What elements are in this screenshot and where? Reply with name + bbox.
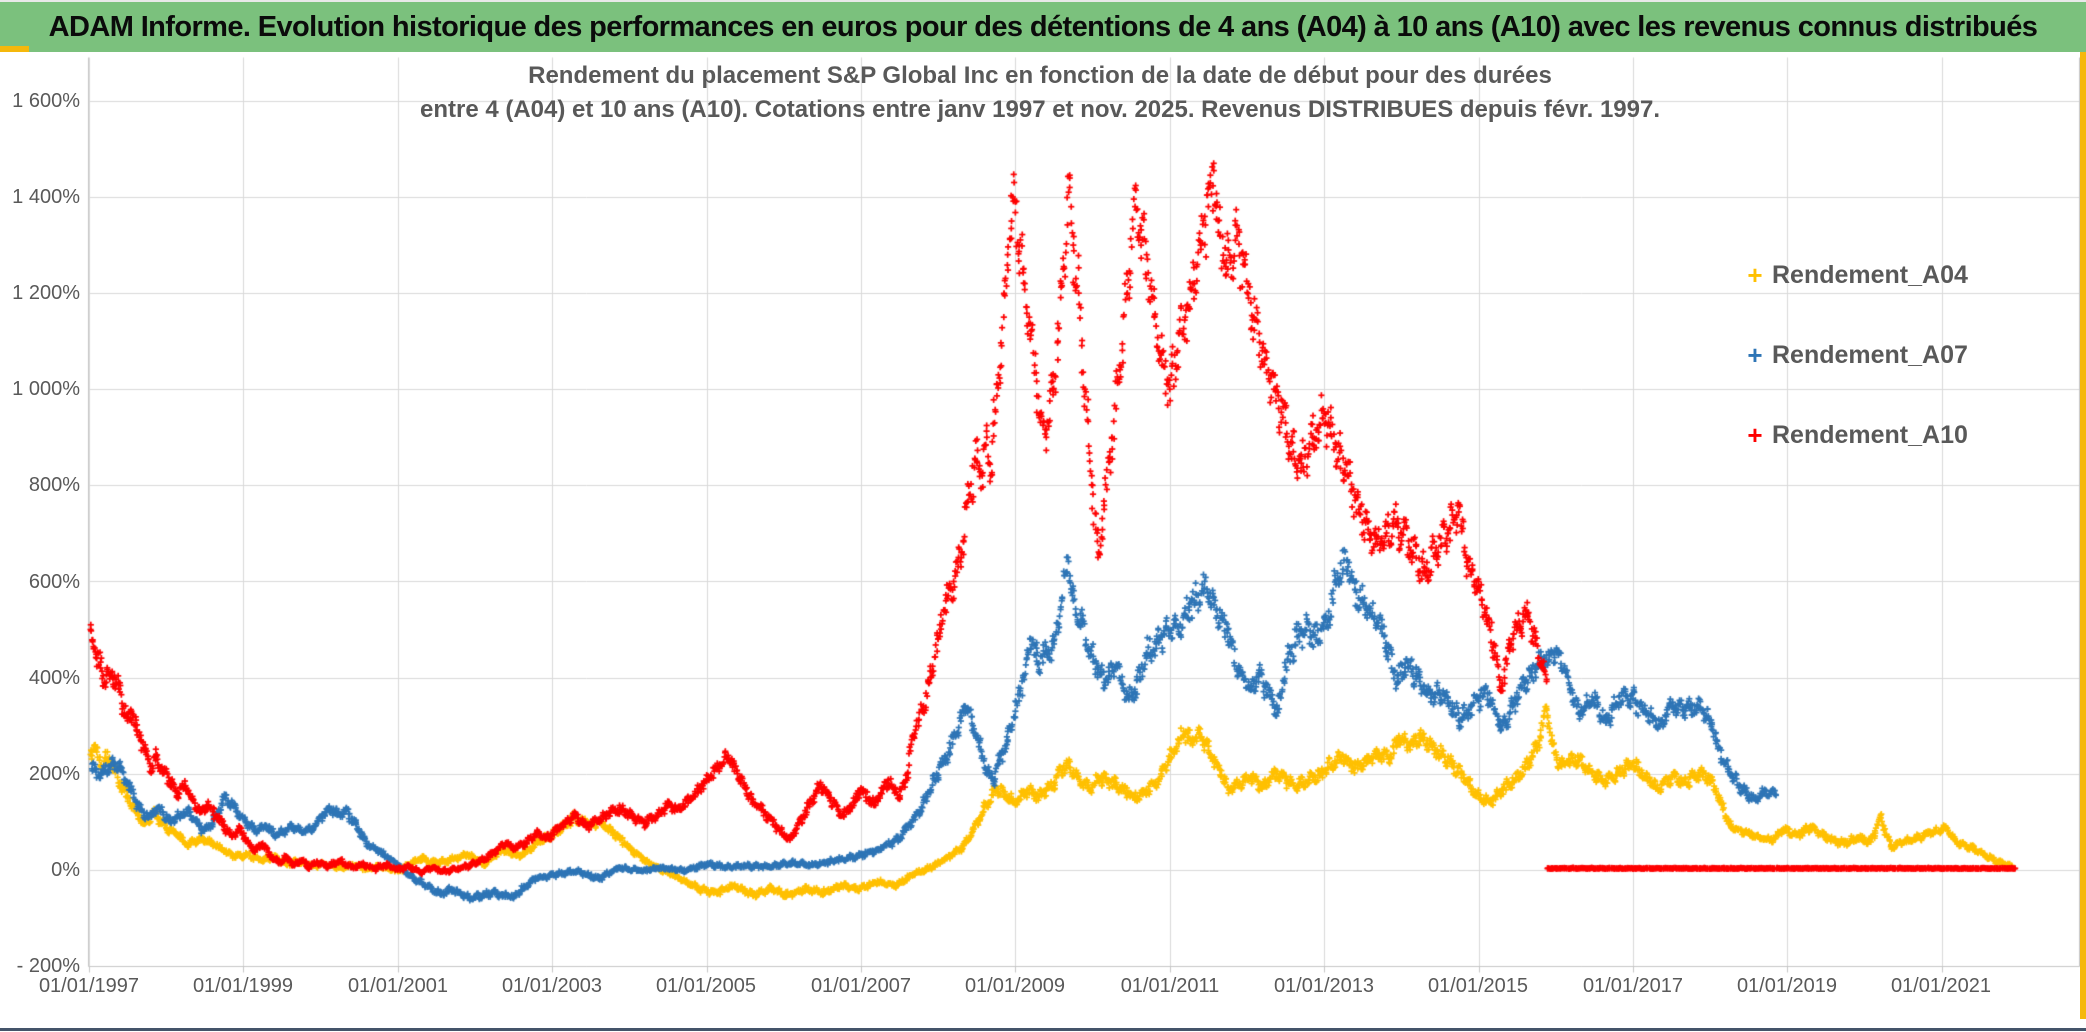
y-axis-tick-label: 1 000% xyxy=(12,378,80,400)
legend-item-rendement-a10[interactable]: + Rendement_A10 xyxy=(1742,418,1968,452)
x-axis-tick-label: 01/01/2017 xyxy=(1582,975,1684,997)
chart-title-line-1: Rendement du placement S&P Global Inc en… xyxy=(528,62,1552,89)
chart-legend: + Rendement_A04 + Rendement_A07 + Rendem… xyxy=(1742,258,1968,498)
x-axis-tick-label: 01/01/2001 xyxy=(347,975,449,997)
banner-title: ADAM Informe. Evolution historique des p… xyxy=(48,10,2038,43)
selection-accent-top-left xyxy=(0,46,29,54)
x-axis-tick-label: 01/01/2011 xyxy=(1120,975,1220,997)
x-axis-tick-label: 01/01/2015 xyxy=(1427,975,1529,997)
y-axis-tick-label: - 200% xyxy=(16,955,80,977)
x-axis-tick-label: 01/01/2021 xyxy=(1890,975,1992,997)
x-axis-tick-label: 01/01/1999 xyxy=(192,975,294,997)
chart-object[interactable]: Rendement du placement S&P Global Inc en… xyxy=(0,52,2080,1020)
y-axis-tick-label: 0% xyxy=(51,859,80,881)
y-axis-tick-label: 1 200% xyxy=(12,282,80,304)
plus-marker-icon: + xyxy=(1747,340,1763,370)
legend-item-rendement-a04[interactable]: + Rendement_A04 xyxy=(1742,258,1968,292)
plus-marker-icon: + xyxy=(1747,420,1763,450)
x-axis-tick-label: 01/01/2013 xyxy=(1273,975,1375,997)
scatter-plot-canvas xyxy=(0,52,2080,1019)
legend-item-rendement-a07[interactable]: + Rendement_A07 xyxy=(1742,338,1968,372)
x-axis-tick-label: 01/01/2005 xyxy=(655,975,757,997)
bottom-bar xyxy=(0,1028,2086,1031)
top-edge-divider xyxy=(0,0,2086,2)
y-axis-tick-label: 600% xyxy=(28,571,80,593)
y-axis-tick-label: 800% xyxy=(28,474,80,496)
legend-label: Rendement_A10 xyxy=(1772,420,1968,449)
x-axis-tick-label: 01/01/2009 xyxy=(964,975,1066,997)
legend-label: Rendement_A07 xyxy=(1772,340,1968,369)
x-axis-tick-label: 01/01/2003 xyxy=(501,975,603,997)
y-axis-tick-label: 1 600% xyxy=(12,90,80,112)
y-axis-tick-label: 200% xyxy=(28,763,80,785)
x-axis-tick-label: 01/01/2007 xyxy=(810,975,912,997)
y-axis-tick-label: 400% xyxy=(28,667,80,689)
chart-title-line-2: entre 4 (A04) et 10 ans (A10). Cotations… xyxy=(419,96,1661,123)
selection-accent-right-strip xyxy=(2079,52,2086,1021)
banner: ADAM Informe. Evolution historique des p… xyxy=(0,2,2086,52)
x-axis-tick-label: 01/01/2019 xyxy=(1736,975,1838,997)
plus-marker-icon: + xyxy=(1747,260,1763,290)
x-axis-tick-label: 01/01/1997 xyxy=(38,975,140,997)
legend-label: Rendement_A04 xyxy=(1772,260,1968,289)
y-axis-tick-label: 1 400% xyxy=(12,186,80,208)
